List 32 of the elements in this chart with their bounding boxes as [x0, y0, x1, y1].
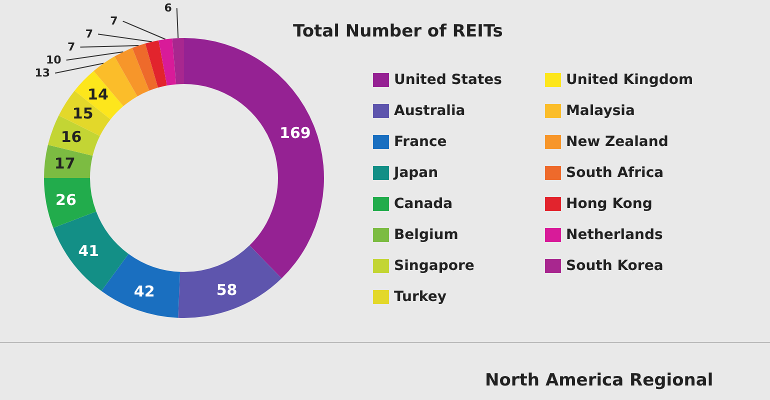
legend-label: United States — [394, 72, 502, 88]
data-label: 7 — [68, 40, 76, 54]
legend-label: United Kingdom — [566, 72, 694, 88]
legend-label: Canada — [394, 196, 453, 212]
data-label: 7 — [85, 28, 94, 41]
data-label: 7 — [110, 14, 118, 28]
text: Total Number of REITs — [293, 22, 503, 42]
data-label: 16 — [60, 128, 82, 146]
data-label: 41 — [78, 242, 100, 260]
data-label: 10 — [46, 54, 62, 67]
text: North America Regional — [485, 370, 714, 390]
data-label: 15 — [72, 104, 94, 122]
legend-label: New Zealand — [566, 134, 668, 150]
data-label: 26 — [56, 190, 76, 209]
legend-label: Malaysia — [566, 103, 635, 119]
legend-label: Turkey — [394, 289, 446, 305]
legend-label: Japan — [393, 165, 438, 181]
data-label: 17 — [54, 154, 76, 173]
legend-label: France — [394, 134, 447, 150]
legend-label: Belgium — [394, 227, 458, 243]
legend-label: Hong Kong — [566, 196, 652, 212]
data-label: 169 — [280, 124, 311, 142]
legend-label: Australia — [394, 103, 466, 119]
legend-label: Netherlands — [566, 227, 663, 243]
legend-label: South Africa — [566, 165, 664, 181]
data-label: 6 — [164, 2, 172, 15]
legend-label: South Korea — [566, 258, 664, 274]
legend-label: Singapore — [394, 258, 474, 274]
data-label: 13 — [34, 66, 50, 80]
data-label: 42 — [134, 282, 155, 300]
data-label: 14 — [88, 85, 108, 104]
data-label: 58 — [216, 281, 238, 300]
